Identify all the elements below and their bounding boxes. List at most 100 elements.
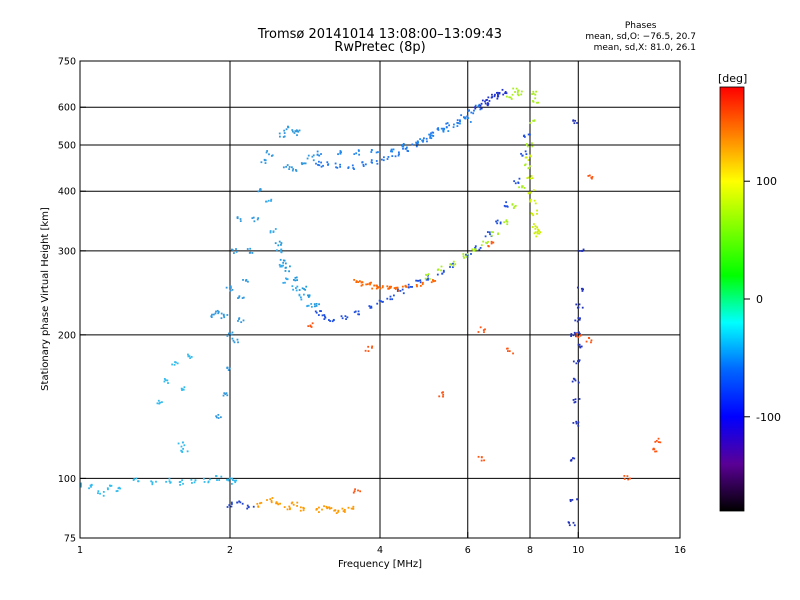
data-point (578, 303, 581, 306)
data-point (337, 509, 340, 512)
data-point (397, 288, 399, 291)
data-point (288, 505, 291, 508)
data-point (497, 233, 499, 236)
data-point (301, 163, 303, 166)
data-point (341, 507, 344, 510)
data-point (282, 264, 284, 267)
data-point (578, 332, 581, 335)
data-point (417, 279, 420, 282)
data-point (523, 187, 526, 189)
data-point (229, 477, 231, 480)
data-point (259, 502, 261, 505)
data-point (386, 285, 389, 288)
data-point (538, 229, 540, 232)
data-point (572, 521, 575, 524)
data-point (429, 135, 432, 138)
data-point (572, 360, 575, 363)
data-point (315, 305, 318, 307)
data-point (490, 96, 493, 99)
data-point (304, 288, 307, 291)
data-point (289, 507, 291, 510)
data-point (587, 175, 590, 177)
data-point (463, 256, 465, 259)
data-point (285, 165, 288, 168)
data-point (571, 380, 574, 383)
data-point (226, 367, 229, 369)
data-point (357, 313, 360, 316)
data-point (447, 130, 450, 132)
data-point (246, 248, 249, 250)
data-point (580, 287, 583, 290)
data-point (238, 296, 240, 299)
data-point (480, 107, 483, 110)
data-point (305, 285, 308, 288)
data-point (370, 305, 373, 308)
data-point (286, 278, 289, 281)
data-point (442, 269, 445, 272)
data-point (325, 505, 328, 508)
data-point (512, 87, 515, 90)
data-point (378, 286, 380, 288)
data-point (307, 294, 309, 297)
data-point (189, 357, 192, 359)
data-point (226, 394, 229, 397)
data-point (512, 352, 514, 355)
data-point (427, 278, 430, 281)
data-point (486, 102, 489, 104)
data-point (313, 303, 316, 306)
data-point (318, 511, 320, 513)
data-point (320, 161, 322, 164)
data-point (151, 481, 154, 484)
data-point (317, 163, 319, 166)
x-tick-label: 6 (465, 545, 471, 556)
data-point (578, 343, 581, 346)
data-point (657, 437, 660, 440)
data-point (396, 286, 399, 289)
data-point (521, 154, 524, 157)
data-point (415, 284, 418, 286)
data-point (525, 143, 528, 145)
data-point (416, 285, 418, 288)
data-point (471, 248, 474, 251)
data-point (534, 93, 537, 96)
data-point (278, 240, 281, 243)
data-point (361, 283, 364, 286)
data-point (163, 380, 166, 383)
data-point (288, 168, 291, 170)
data-point (284, 267, 287, 269)
data-point (577, 306, 580, 309)
data-point (294, 276, 297, 279)
data-point (300, 298, 303, 301)
data-point (230, 501, 233, 504)
data-point (449, 266, 451, 268)
data-point (295, 130, 298, 133)
data-point (219, 416, 222, 419)
data-point (378, 299, 381, 302)
colorbar-tick-label: 100 (756, 175, 777, 188)
data-point (235, 250, 238, 253)
data-point (387, 156, 390, 158)
data-point (376, 286, 379, 289)
data-point (496, 97, 499, 100)
data-point (421, 139, 423, 142)
data-point (302, 293, 305, 296)
data-point (229, 332, 232, 335)
data-point (520, 90, 523, 93)
data-point (227, 478, 230, 481)
data-point (375, 151, 378, 154)
data-point (280, 264, 283, 267)
data-point (222, 394, 225, 397)
data-point (423, 137, 425, 140)
data-point (574, 398, 577, 401)
data-point (569, 459, 572, 462)
data-point (442, 270, 445, 273)
data-point (510, 98, 513, 100)
data-point (419, 138, 422, 140)
data-point (653, 448, 656, 451)
data-point (251, 217, 254, 220)
data-point (135, 477, 138, 480)
data-point (572, 457, 574, 459)
y-axis-label: Stationary phase Virtual Height [km] (40, 207, 51, 391)
data-point (490, 240, 493, 243)
data-point (394, 288, 397, 290)
